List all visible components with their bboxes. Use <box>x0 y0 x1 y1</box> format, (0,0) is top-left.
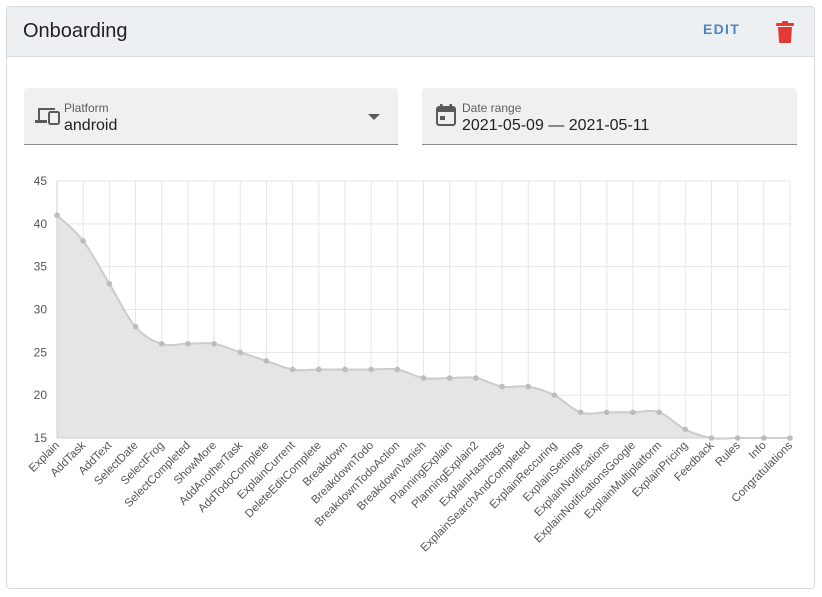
data-point <box>708 435 715 441</box>
trash-icon <box>776 21 794 43</box>
data-point <box>237 349 244 356</box>
y-tick-label: 30 <box>34 303 48 317</box>
edit-button[interactable]: EDIT <box>703 21 741 37</box>
data-point <box>551 392 558 398</box>
data-point <box>603 409 610 416</box>
data-point <box>315 366 322 373</box>
platform-select[interactable]: Platform android <box>24 88 398 145</box>
devices-icon <box>35 108 60 125</box>
data-point <box>80 238 86 244</box>
y-tick-label: 45 <box>34 174 48 188</box>
x-tick-label: Rules <box>713 439 742 468</box>
platform-value: android <box>64 117 118 134</box>
delete-button[interactable] <box>776 21 794 43</box>
data-point <box>185 340 191 347</box>
data-point <box>263 358 270 364</box>
area-fill <box>57 215 790 439</box>
chevron-down-icon <box>368 114 380 120</box>
data-point <box>473 375 479 381</box>
data-point <box>158 340 165 347</box>
y-tick-label: 20 <box>34 388 48 402</box>
data-point <box>630 409 636 416</box>
y-tick-label: 25 <box>34 345 48 359</box>
data-point <box>132 323 139 330</box>
data-point <box>420 375 427 381</box>
data-point <box>499 383 505 390</box>
y-tick-label: 35 <box>34 260 48 274</box>
data-point <box>106 281 113 287</box>
data-point <box>446 375 453 381</box>
data-point <box>761 435 767 441</box>
calendar-icon <box>436 104 456 126</box>
y-tick-label: 40 <box>34 217 48 231</box>
data-point <box>368 366 374 373</box>
platform-label: Platform <box>64 101 109 115</box>
data-point <box>289 366 296 373</box>
data-point <box>54 212 60 219</box>
data-point <box>577 409 584 416</box>
data-point <box>342 366 348 373</box>
data-point <box>211 340 217 347</box>
data-point <box>394 366 401 373</box>
data-point <box>525 383 532 390</box>
onboarding-funnel-chart: 15202530354045ExplainAddTaskAddTextSelec… <box>27 174 795 554</box>
data-point <box>656 409 662 416</box>
y-tick-label: 15 <box>34 431 48 445</box>
onboarding-card: Onboarding EDIT Platform android Date ra… <box>6 6 815 589</box>
data-point <box>682 426 689 433</box>
data-point <box>787 435 793 441</box>
x-tick-label: Info <box>747 440 769 462</box>
date-range-field[interactable]: Date range 2021-05-09 — 2021-05-11 <box>422 88 797 145</box>
data-point <box>734 435 741 441</box>
card-title: Onboarding <box>23 20 128 42</box>
date-range-value: 2021-05-09 — 2021-05-11 <box>462 117 650 134</box>
card-header: Onboarding EDIT <box>7 7 814 57</box>
date-range-label: Date range <box>462 101 522 115</box>
